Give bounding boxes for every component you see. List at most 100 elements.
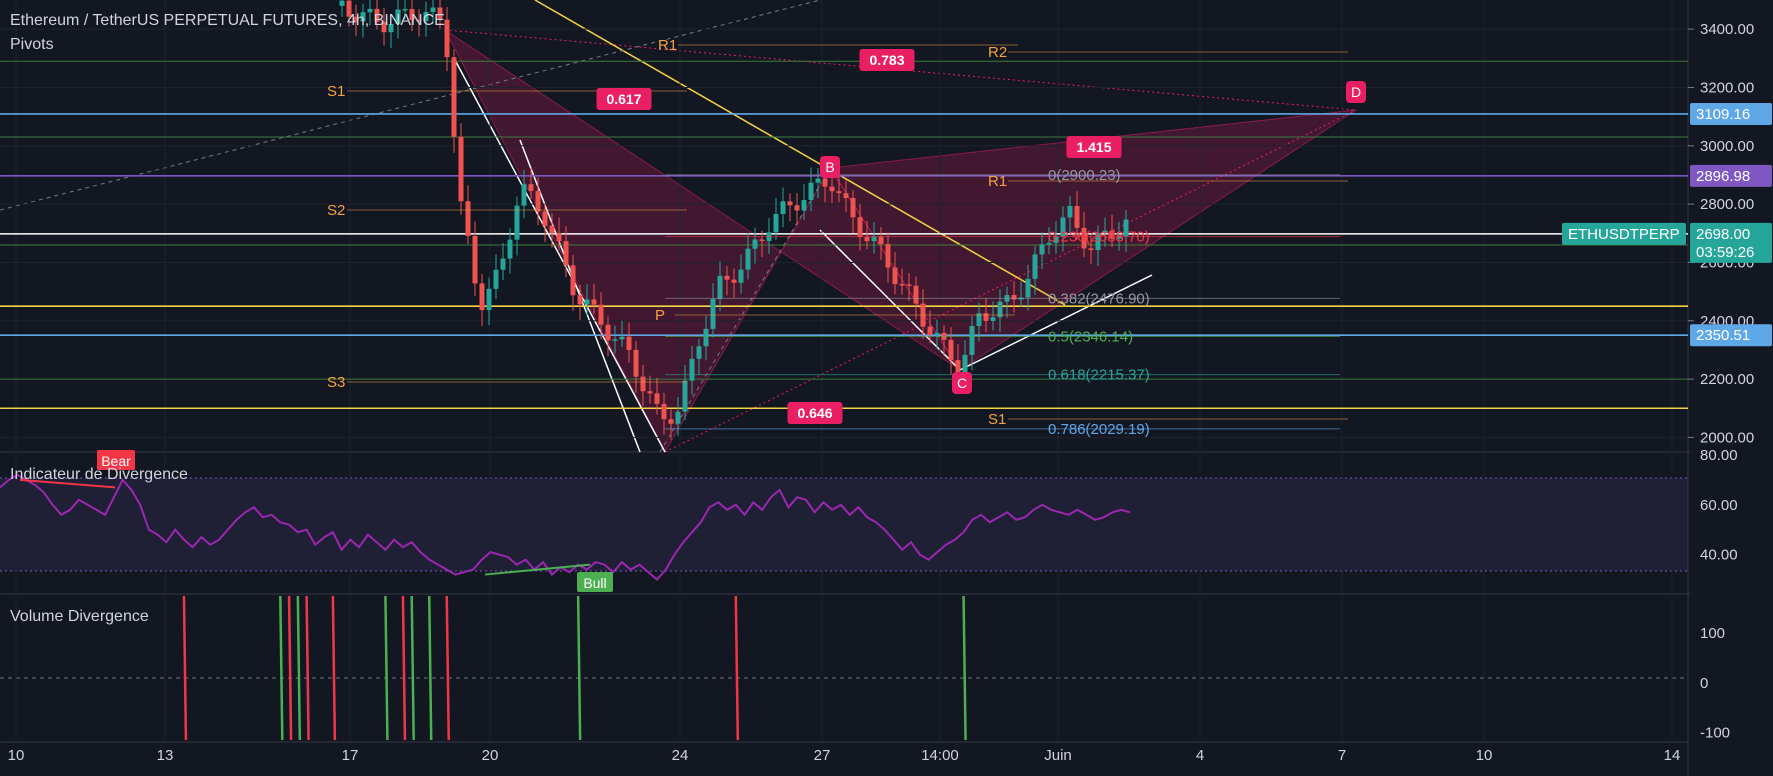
time-tick-label: 14:00 <box>921 747 959 764</box>
fib-level-label: 0.236(2688.70) <box>1048 229 1150 246</box>
candle-body <box>675 411 681 424</box>
candle-body <box>1109 230 1115 239</box>
candle-body <box>885 244 891 268</box>
pivot-label: P <box>655 307 665 324</box>
price-label-text: 3109.16 <box>1696 106 1750 123</box>
candle-body <box>836 191 842 194</box>
candle-body <box>682 380 688 412</box>
ratio-badges: 0.617 0.783 1.415 0.646 <box>596 49 1122 424</box>
time-tick-label: 10 <box>8 747 25 764</box>
candle-body <box>787 201 793 206</box>
price-label-text: 2698.00 <box>1696 226 1750 243</box>
candle-body <box>990 317 996 321</box>
candle-body <box>710 299 716 329</box>
candle-body <box>745 248 751 270</box>
candle-body <box>976 313 982 327</box>
candle-body <box>906 284 912 286</box>
candle-body <box>486 288 492 311</box>
time-tick-label: Juin <box>1044 747 1072 764</box>
candle-body <box>1060 217 1066 237</box>
rsi-tick-label: 60.00 <box>1700 497 1738 514</box>
candle-body <box>1053 236 1059 243</box>
candle-body <box>1102 230 1108 233</box>
volume-divergence-bar <box>427 595 433 741</box>
pivot-label: S1 <box>327 83 345 100</box>
candle-body <box>542 211 548 226</box>
candle-body <box>997 301 1003 318</box>
candle-body <box>346 0 352 17</box>
fib-level-label: 0(2900.23) <box>1048 167 1121 184</box>
candle-body <box>591 299 597 305</box>
volume-divergence-bar <box>287 595 293 741</box>
price-label-text: ETHUSDTPERP <box>1568 226 1680 243</box>
trendline-dashed-2 <box>659 167 831 453</box>
candle-body <box>423 11 429 22</box>
rsi-line <box>0 473 1131 581</box>
volume-divergence-bar <box>401 595 407 741</box>
candle-body <box>815 178 821 183</box>
candle-body <box>955 360 961 376</box>
pivot-label: S2 <box>327 202 345 219</box>
candle-body <box>374 8 380 22</box>
pivot-label: S3 <box>327 374 345 391</box>
candle-body <box>668 419 674 424</box>
volume-divergence-bar <box>296 595 302 741</box>
volume-divergence-bar <box>331 595 337 741</box>
candle-body <box>661 403 667 420</box>
candle-body <box>444 19 450 58</box>
candle-body <box>717 275 723 300</box>
candle-body <box>864 236 870 242</box>
pivot-label: R1 <box>658 37 677 54</box>
candle-body <box>983 313 989 321</box>
candle-body <box>857 217 863 237</box>
volume-divergence-bar <box>445 595 450 741</box>
candle-body <box>773 213 779 233</box>
candle-body <box>507 239 513 259</box>
time-tick-label: 27 <box>814 747 831 764</box>
harmonic-ad-line <box>664 109 1357 453</box>
horizontal-levels <box>0 60 1688 410</box>
fib-levels: 0(2900.23) 0.236(2688.70) 0.382(2476.90) 0.… <box>665 167 1340 438</box>
trendline-dashed <box>0 0 821 211</box>
fib-level-label: 0.618(2215.37) <box>1048 367 1150 384</box>
candle-body <box>780 201 786 214</box>
price-axis[interactable]: 3400.003200.003000.002800.002600.002400.… <box>1562 21 1772 742</box>
volume-divergence-bar <box>384 595 389 741</box>
ratio-badge-box <box>859 49 915 71</box>
price-label-box <box>1690 240 1772 263</box>
time-tick-label: 4 <box>1196 747 1204 764</box>
candle-body <box>556 233 562 242</box>
candle-body <box>472 235 478 284</box>
candle-body <box>1081 227 1087 249</box>
price-label-text: 2896.98 <box>1696 168 1750 185</box>
candle-body <box>731 279 737 283</box>
candle-body <box>493 269 499 289</box>
time-tick-label: 20 <box>482 747 499 764</box>
candle-body <box>535 190 541 212</box>
candle-body <box>654 393 660 404</box>
harmonic-point-box <box>1346 81 1366 103</box>
candle-body <box>843 193 849 199</box>
fib-level-label: 0.382(2476.90) <box>1048 290 1150 307</box>
candle-body <box>801 200 807 211</box>
candle-body <box>1039 244 1045 255</box>
pivot-label: S1 <box>988 411 1006 428</box>
fib-level-label: 0.5(2346.14) <box>1048 328 1133 345</box>
time-axis[interactable]: 10 13 17 20 24 27 14:00 Juin 4 7 10 14 <box>8 747 1681 764</box>
time-tick-label: 24 <box>672 747 689 764</box>
candle-body <box>759 239 765 242</box>
bull-divergence-line <box>484 563 591 576</box>
time-tick-label: 10 <box>1476 747 1493 764</box>
candle-body <box>850 198 856 218</box>
rsi-band <box>0 478 1688 571</box>
candle-body <box>528 184 534 191</box>
volume-pane <box>182 595 967 741</box>
candle-body <box>640 376 646 392</box>
candles <box>339 0 1129 440</box>
candle-body <box>822 178 828 187</box>
candle-body <box>689 358 695 381</box>
candle-body <box>1088 248 1094 251</box>
candle-body <box>794 205 800 211</box>
